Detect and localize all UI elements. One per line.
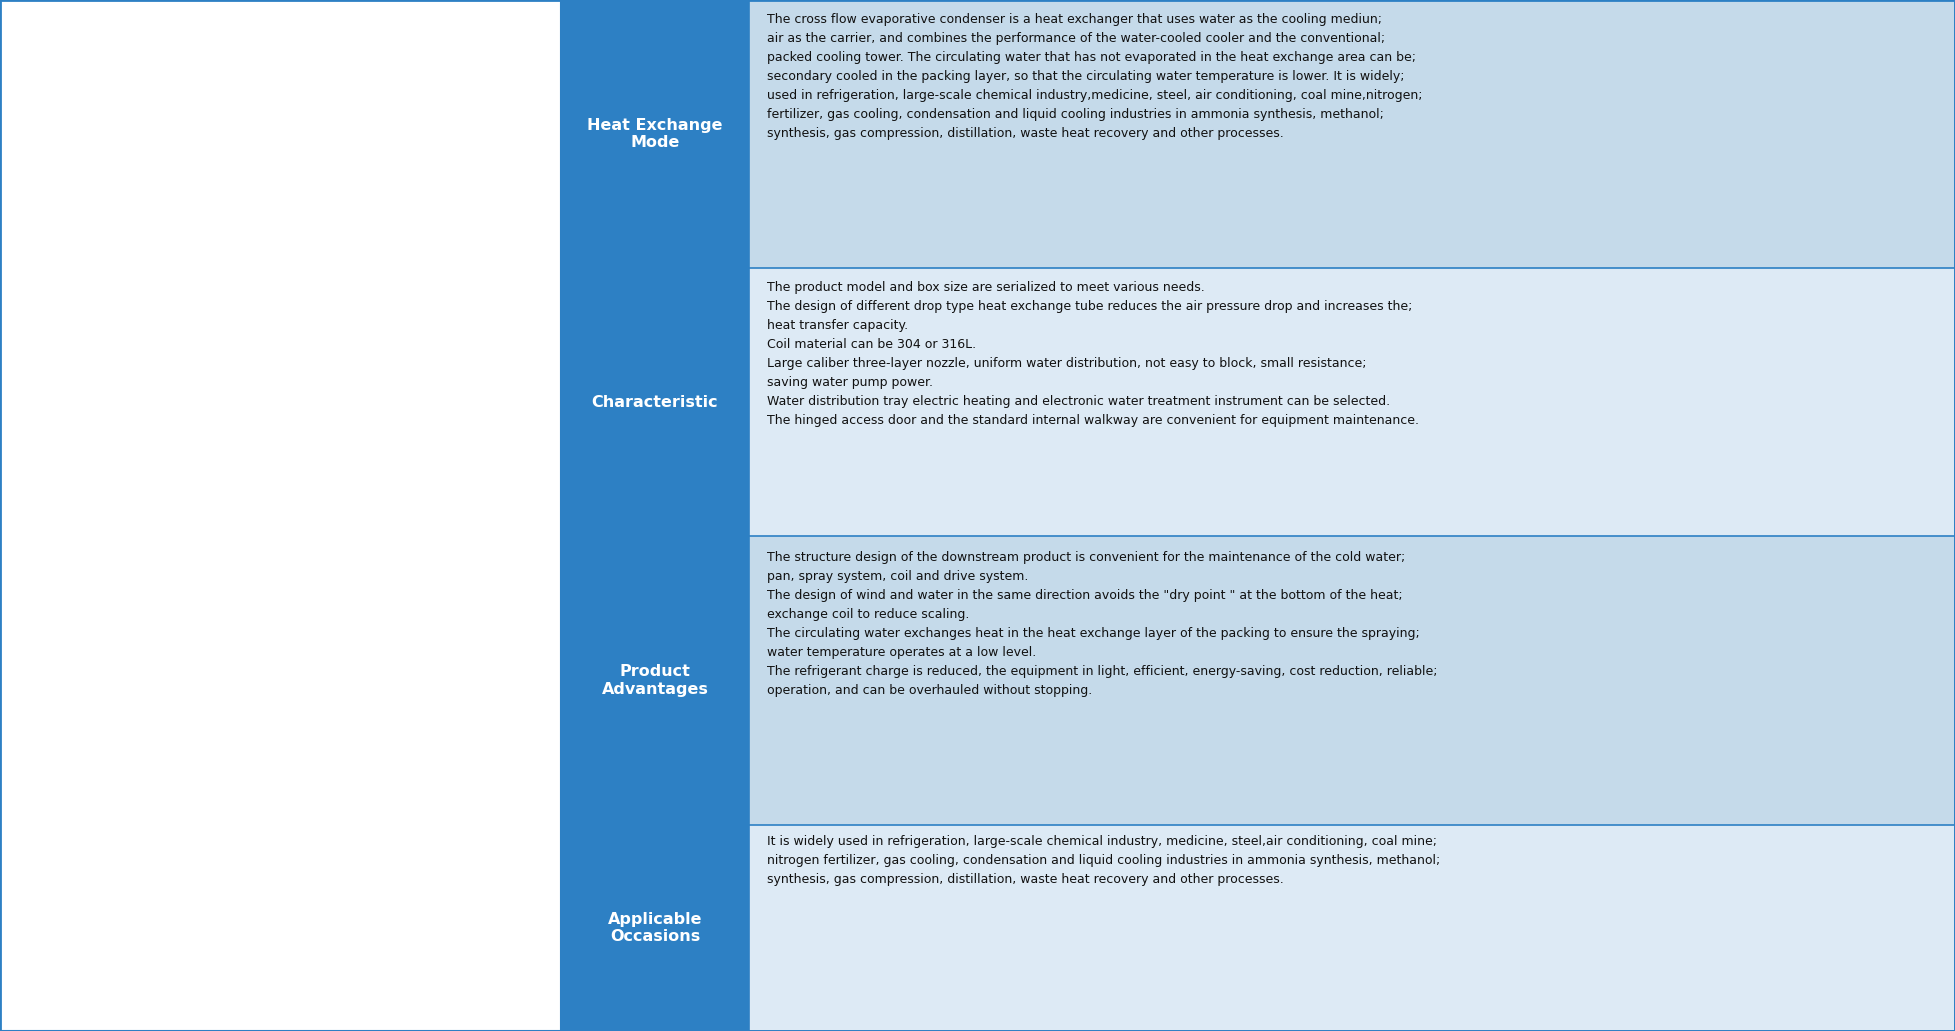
Ellipse shape (350, 136, 401, 173)
Polygon shape (27, 237, 102, 928)
Text: Applicable
Occasions: Applicable Occasions (608, 911, 702, 944)
Text: Heat Exchange
Mode: Heat Exchange Mode (586, 118, 723, 151)
Text: Product
Advantages: Product Advantages (602, 664, 708, 697)
Ellipse shape (6, 572, 18, 598)
Text: Characteristic: Characteristic (592, 395, 717, 409)
Bar (348, 464, 381, 516)
Ellipse shape (321, 165, 432, 247)
Text: It is widely used in refrigeration, large-scale chemical industry, medicine, ste: It is widely used in refrigeration, larg… (766, 835, 1441, 886)
Bar (291, 577, 414, 887)
Text: The product model and box size are serialized to meet various needs.
The design : The product model and box size are seria… (766, 281, 1419, 428)
Bar (12, 572, 39, 598)
Ellipse shape (196, 124, 330, 227)
Bar (162, 577, 280, 887)
Ellipse shape (45, 105, 201, 220)
Bar (33, 577, 151, 887)
Text: The structure design of the downstream product is convenient for the maintenance: The structure design of the downstream p… (766, 551, 1437, 697)
Ellipse shape (45, 77, 201, 191)
Ellipse shape (192, 967, 237, 1002)
Bar (350, 469, 379, 510)
Text: The cross flow evaporative condenser is a heat exchanger that uses water as the : The cross flow evaporative condenser is … (766, 13, 1423, 140)
Polygon shape (18, 856, 489, 979)
Polygon shape (27, 237, 477, 351)
Ellipse shape (6, 438, 18, 464)
Ellipse shape (237, 100, 291, 146)
Bar (27, 887, 420, 928)
Ellipse shape (90, 46, 156, 98)
Bar (102, 969, 147, 1000)
Ellipse shape (102, 951, 147, 988)
Bar (192, 985, 237, 1016)
Bar (27, 351, 420, 928)
Ellipse shape (102, 985, 147, 1016)
Ellipse shape (192, 1000, 237, 1031)
Ellipse shape (321, 186, 432, 268)
Bar (12, 438, 39, 464)
Polygon shape (420, 278, 477, 928)
Ellipse shape (196, 149, 330, 253)
